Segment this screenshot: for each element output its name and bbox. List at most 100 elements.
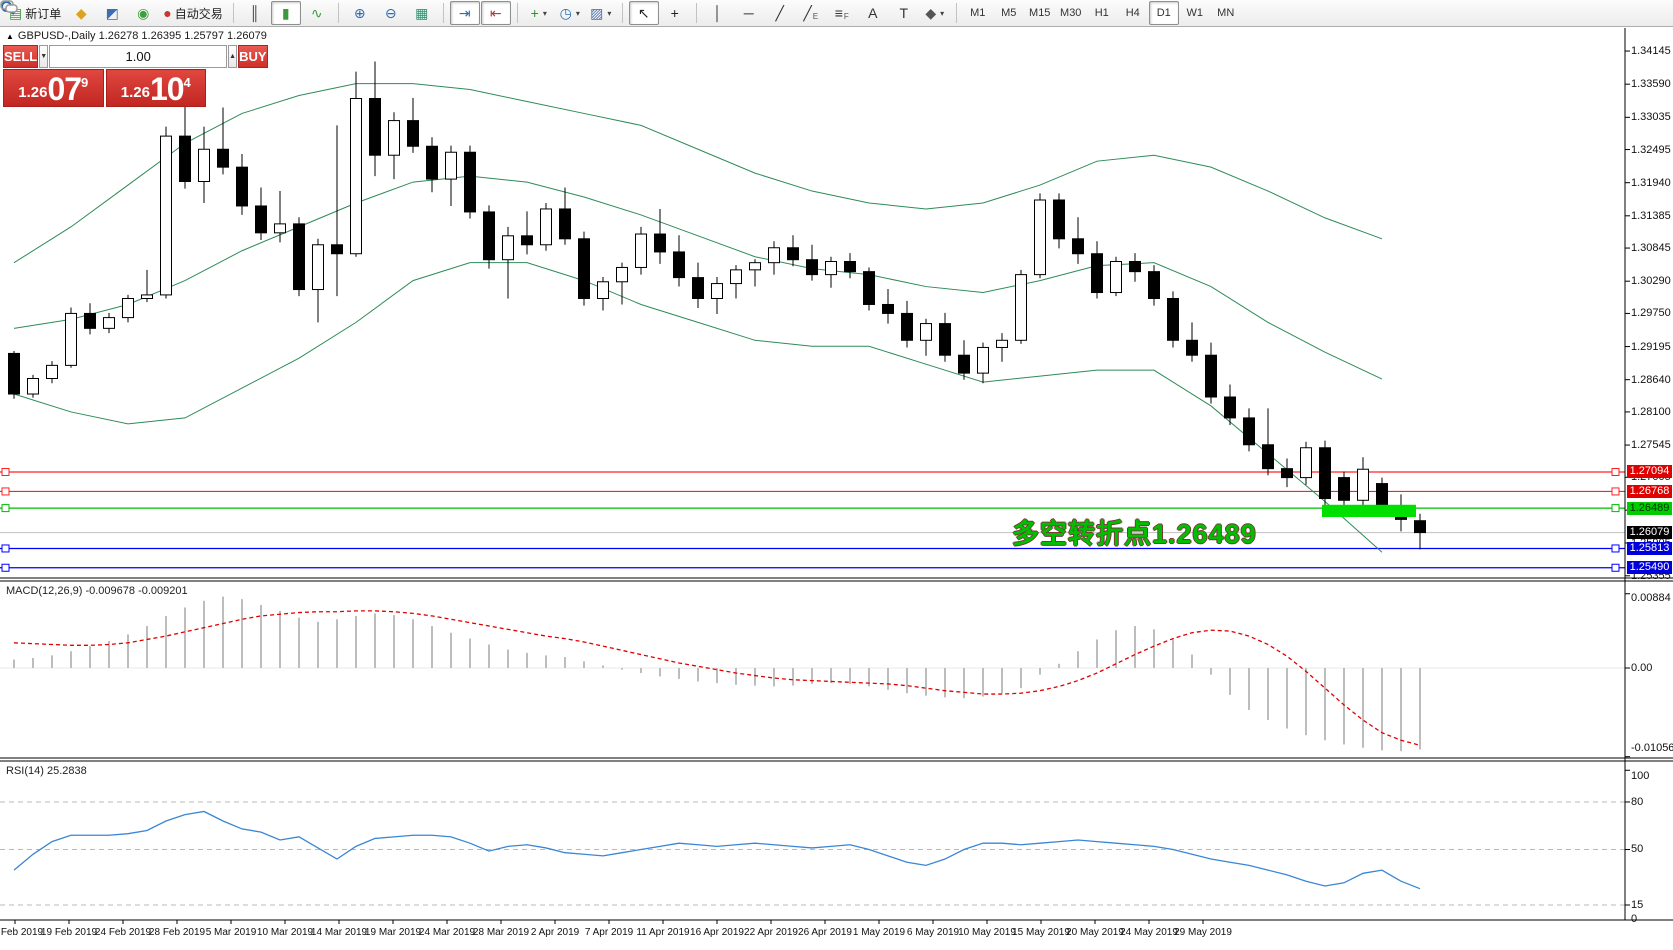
price-tick: 1.27545 [1631, 439, 1671, 452]
zoom-out-button[interactable]: ⊖ [376, 1, 406, 25]
buy-price-sup: 4 [183, 75, 191, 90]
candle-body [1186, 339, 1198, 356]
buy-price-display[interactable]: 1.26 10 4 [105, 69, 206, 107]
line-handle[interactable] [1611, 544, 1620, 553]
timeframe-m30[interactable]: M30 [1056, 1, 1086, 25]
auto-scroll-icon: ⇥ [458, 5, 471, 21]
trendline-button[interactable]: ╱ [765, 1, 795, 25]
timeframe-m5[interactable]: M5 [994, 1, 1024, 25]
date-label: 2 Apr 2019 [530, 927, 580, 938]
toolbar-separator [442, 3, 444, 23]
rsi-line [13, 810, 1421, 890]
macd-signal-line [13, 610, 1421, 746]
line-handle[interactable] [1611, 504, 1620, 513]
price-tick: 1.33035 [1631, 111, 1671, 124]
templates-button[interactable]: ▨ ▾ [586, 1, 616, 25]
date-label: 11 Apr 2019 [636, 927, 690, 938]
bar-chart-button[interactable]: ║ [240, 1, 270, 25]
button-label: MN [1217, 7, 1235, 19]
trendline-icon: ╱ [775, 5, 784, 21]
line-handle[interactable] [1, 504, 10, 513]
candle-chart-button[interactable]: ▮ [270, 1, 301, 25]
date-label: 14 Mar 2019 [310, 927, 368, 938]
indicators-button[interactable]: + ▾ [524, 1, 554, 25]
channel-icon: ╱ [803, 5, 812, 21]
sell-price-big: 07 [47, 71, 82, 108]
timeframe-m1[interactable]: M1 [963, 1, 993, 25]
timeframe-m15[interactable]: M15 [1025, 1, 1055, 25]
line-chart-button[interactable]: ∿ [302, 1, 332, 25]
bollinger-upper [13, 83, 1383, 264]
sell-price-display[interactable]: 1.26 07 9 [3, 69, 104, 107]
history-center-button[interactable]: ◆ [66, 1, 96, 25]
text-label-button[interactable]: T [889, 1, 919, 25]
chat-icon[interactable] [0, 0, 18, 15]
date-label: 15 May 2019 [1012, 927, 1070, 938]
periods-button[interactable]: ◷ ▾ [555, 1, 585, 25]
horizontal-line-button[interactable]: ─ [734, 1, 764, 25]
vertical-line-button[interactable]: │ [703, 1, 733, 25]
candle-body [445, 151, 457, 180]
line-handle[interactable] [1, 563, 10, 572]
volume-up-button[interactable]: ▲ [228, 45, 238, 68]
person-chart-icon: ◩ [105, 5, 119, 21]
autotrade-icon: ● [163, 5, 172, 21]
candle-body [160, 135, 172, 296]
price-tick: 1.32495 [1631, 143, 1671, 156]
timeframe-h1[interactable]: H1 [1087, 1, 1117, 25]
candle-body [1110, 260, 1122, 294]
sell-button[interactable]: SELL [3, 45, 39, 68]
timeframe-h4[interactable]: H4 [1118, 1, 1148, 25]
candle-body [46, 364, 58, 379]
text-label-icon: T [899, 5, 909, 21]
vertical-line-icon: │ [713, 5, 723, 21]
line-handle[interactable] [1, 544, 10, 553]
candle-body [198, 148, 210, 182]
chart-shift-button[interactable]: ⇤ [480, 1, 511, 25]
date-label: 6 May 2019 [906, 927, 960, 938]
main-toolbar: ▤ 新订单 ◆ ◩ ◉ ● 自动交易 ║ ▮ ∿ ⊕ ⊖ ▦ ⇥ ⇤ + ▾ ◷ ▾ ▨ ▾ ↖ + │ ─ ╱ ╱ E ≡ F A T ◆ ▾ M… [0, 0, 1673, 27]
sell-price-sup: 9 [81, 75, 89, 90]
date-label: 29 May 2019 [1174, 927, 1232, 938]
profile-community-button[interactable]: ◩ [97, 1, 127, 25]
crosshair-button[interactable]: + [660, 1, 690, 25]
zoom-in-icon: ⊕ [353, 5, 366, 21]
volume-input[interactable] [49, 45, 228, 68]
chevron-down-icon: ▾ [940, 8, 945, 18]
line-handle[interactable] [1611, 563, 1620, 572]
timeframe-mn[interactable]: MN [1211, 1, 1241, 25]
arrows-button[interactable]: ◆ ▾ [920, 1, 950, 25]
line-handle[interactable] [1, 487, 10, 496]
candle-body [141, 294, 153, 299]
candle-body [217, 148, 229, 168]
rsi-scale-tick: 15 [1631, 899, 1644, 911]
highlight-zone-rect[interactable] [1322, 504, 1416, 518]
signals-button[interactable]: ◉ [128, 1, 158, 25]
rsi-scale-tick: 80 [1631, 796, 1644, 808]
line-handle[interactable] [1611, 467, 1620, 476]
channel-button[interactable]: ╱ E [796, 1, 826, 25]
text-button[interactable]: A [858, 1, 888, 25]
price-tick: 1.31385 [1631, 209, 1671, 222]
chart-shift-icon: ⇤ [489, 5, 502, 21]
auto-scroll-button[interactable]: ⇥ [449, 1, 480, 25]
fibonacci-button[interactable]: ≡ F [827, 1, 857, 25]
zoom-in-button[interactable]: ⊕ [345, 1, 375, 25]
volume-down-button[interactable]: ▼ [39, 45, 49, 68]
line-handle[interactable] [1, 467, 10, 476]
cursor-button[interactable]: ↖ [628, 1, 659, 25]
candle-body [711, 283, 723, 300]
bollinger-middle [13, 175, 1383, 380]
candle-body [1015, 274, 1027, 341]
shapes-icon: ◆ [925, 5, 937, 21]
date-label: 10 Mar 2019 [256, 927, 314, 938]
timeframe-w1[interactable]: W1 [1180, 1, 1210, 25]
buy-button[interactable]: BUY [238, 45, 268, 68]
timeframe-d1[interactable]: D1 [1148, 1, 1179, 25]
tile-windows-button[interactable]: ▦ [407, 1, 437, 25]
autotrade-button[interactable]: ● 自动交易 [159, 1, 226, 25]
candle-body [654, 233, 666, 253]
line-handle[interactable] [1611, 487, 1620, 496]
candle-body [27, 377, 39, 395]
